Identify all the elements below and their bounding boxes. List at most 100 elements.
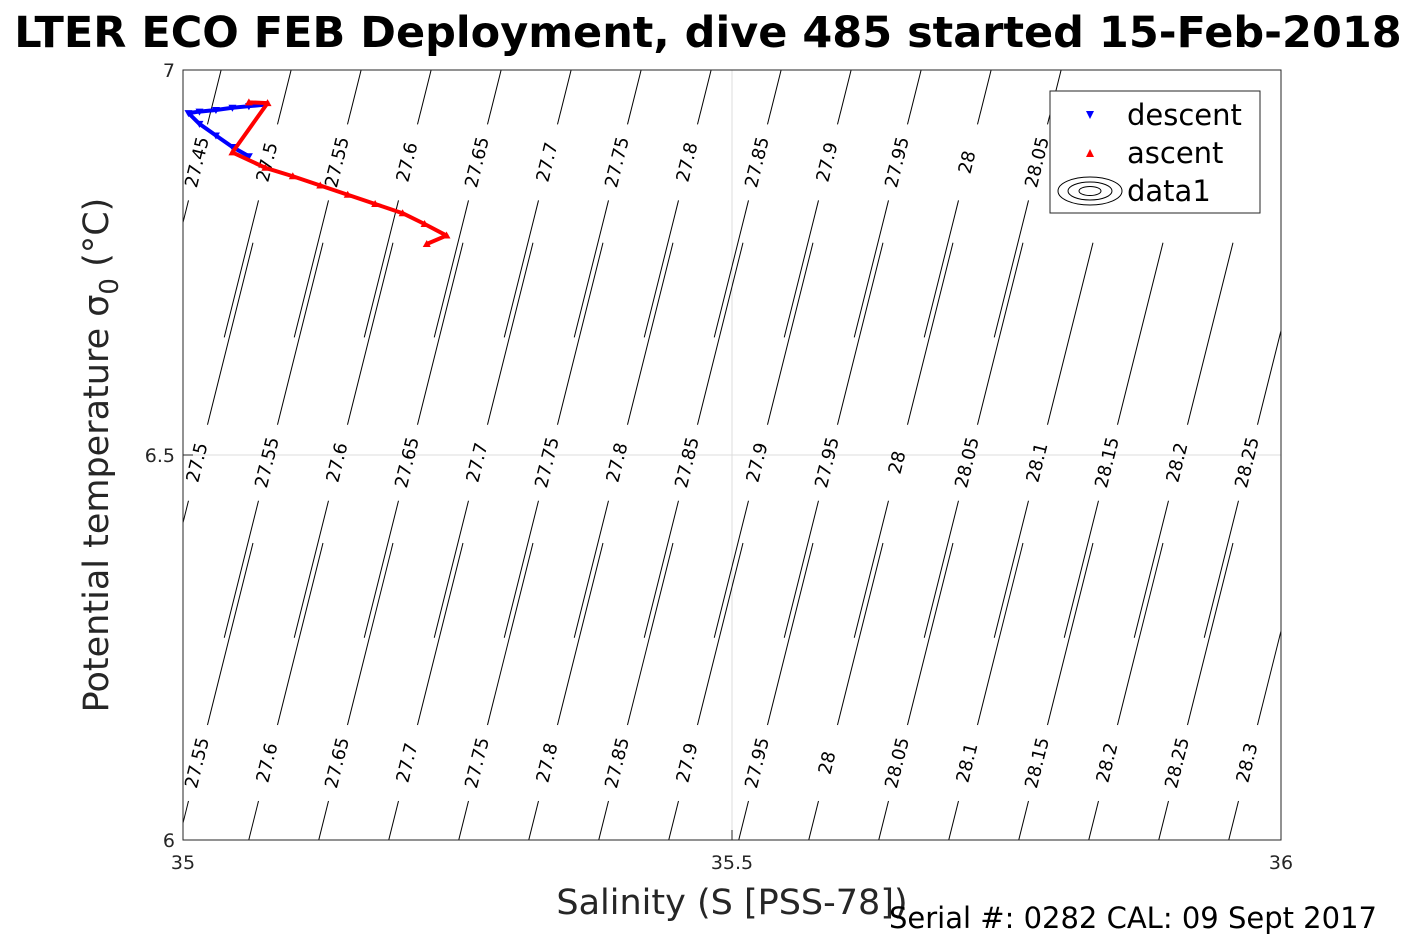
- isopycnal-line: [1047, 242, 1094, 425]
- y-tick-label: 7: [163, 60, 175, 82]
- isopycnal-line: [1187, 542, 1234, 726]
- isopycnal-line: [433, 500, 469, 638]
- isopycnal-line: [923, 500, 959, 638]
- isopycnal-line: [783, 500, 819, 638]
- isopycnal-line: [487, 70, 502, 125]
- isopycnal-line: [223, 200, 259, 338]
- isopycnal-line: [503, 200, 539, 338]
- legend-descent-marker: [1086, 111, 1094, 119]
- isopycnal-line: [293, 500, 329, 638]
- isopycnal-line: [207, 542, 254, 726]
- isopycnal-line: [347, 542, 394, 726]
- isopycnal-line: [738, 800, 749, 840]
- isopycnal-line: [277, 242, 324, 425]
- isopycnal-line: [1203, 500, 1239, 638]
- legend-ascent-label: ascent: [1127, 136, 1223, 170]
- isopycnal-line: [1228, 800, 1239, 840]
- isopycnal-line: [993, 200, 1029, 338]
- footer-serial-cal: Serial #: 0282 CAL: 09 Sept 2017: [889, 901, 1377, 935]
- ascent-point: [316, 181, 325, 189]
- legend-ascent-marker: [1086, 149, 1094, 157]
- isopycnal-line: [878, 800, 889, 840]
- isopycnal-line: [627, 242, 674, 425]
- isopycnal-line: [573, 200, 609, 338]
- isopycnal-line: [1158, 800, 1169, 840]
- isopycnal-line: [293, 200, 329, 338]
- isopycnal-line: [1257, 328, 1281, 425]
- isopycnal-line: [1063, 500, 1099, 638]
- y-tick-label: 6.5: [145, 445, 175, 467]
- descent-trace: [186, 102, 266, 158]
- isopycnal-line: [573, 500, 609, 638]
- isopycnal-line: [977, 242, 1024, 425]
- isopycnal-line: [923, 200, 959, 338]
- isopycnal-line: [1133, 500, 1169, 638]
- isopycnal-line: [487, 242, 534, 425]
- y-axis-label: Potential temperature σ0 (°C): [77, 198, 125, 713]
- ascent-point: [261, 163, 270, 171]
- legend-descent-label: descent: [1127, 98, 1242, 132]
- isopycnal-line: [487, 542, 534, 726]
- data-series: [184, 98, 451, 248]
- isopycnal-line: [417, 542, 464, 726]
- isopycnal-line: [627, 542, 674, 726]
- x-axis-label: Salinity (S [PSS-78]): [556, 883, 907, 923]
- isopycnal-line: [207, 242, 254, 425]
- isopycnal-line: [948, 800, 959, 840]
- isopycnal-line: [388, 800, 399, 840]
- ascent-point: [244, 98, 253, 106]
- isopycnal-line: [598, 800, 609, 840]
- descent-point: [228, 104, 237, 112]
- isopycnal-line: [277, 542, 324, 726]
- isopycnal-line: [528, 800, 539, 840]
- isopycnal-line: [557, 70, 572, 125]
- ascent-point: [371, 199, 380, 207]
- isopycnal-line: [277, 70, 292, 125]
- isopycnal-line: [713, 500, 749, 638]
- isopycnal-line: [697, 70, 712, 125]
- isopycnal-line: [347, 70, 362, 125]
- isopycnal-line: [223, 500, 259, 638]
- descent-point: [244, 153, 253, 161]
- ascent-trace: [230, 100, 449, 246]
- isopycnal-line: [347, 242, 394, 425]
- x-tick-label: 35: [171, 852, 195, 874]
- isopycnal-line: [697, 242, 744, 425]
- ascent-point: [263, 99, 272, 107]
- isopycnal-line: [363, 200, 399, 338]
- isopycnal-line: [557, 542, 604, 726]
- legend-data1-label: data1: [1127, 174, 1211, 208]
- ascent-point: [420, 220, 429, 227]
- isopycnal-line: [627, 70, 642, 125]
- isopycnal-line: [318, 800, 329, 840]
- isopycnal-line: [907, 542, 954, 726]
- isopycnal-line: [977, 542, 1024, 726]
- y-axis-label-subscript: 0: [95, 278, 125, 295]
- isopycnal-line: [1117, 242, 1164, 425]
- descent-point: [184, 110, 193, 118]
- x-tick-label: 35.5: [711, 852, 753, 874]
- isopycnal-line: [1117, 542, 1164, 726]
- isopycnal-line: [458, 800, 469, 840]
- isopycnal-line: [837, 70, 852, 125]
- legend: descent ascent data1: [1049, 90, 1261, 214]
- descent-point: [211, 107, 220, 115]
- ascent-point: [343, 190, 352, 198]
- isopycnal-line: [643, 200, 679, 338]
- legend-box: [1049, 90, 1261, 214]
- isopycnal-line: [557, 242, 604, 425]
- ascent-point: [422, 240, 431, 248]
- ascent-point: [442, 231, 451, 239]
- isopycnal-line: [853, 500, 889, 638]
- y-axis-label-main: Potential temperature σ: [77, 295, 117, 713]
- isopycnal-line: [697, 542, 744, 726]
- isopycnal-line: [853, 200, 889, 338]
- isopycnal-line: [1187, 242, 1234, 425]
- isopycnal-line: [837, 542, 884, 726]
- isopycnal-line: [907, 70, 922, 125]
- isopycnal-line: [767, 70, 782, 125]
- ascent-point: [398, 209, 407, 217]
- isopycnal-line: [207, 70, 222, 125]
- isopycnal-line: [1047, 542, 1094, 726]
